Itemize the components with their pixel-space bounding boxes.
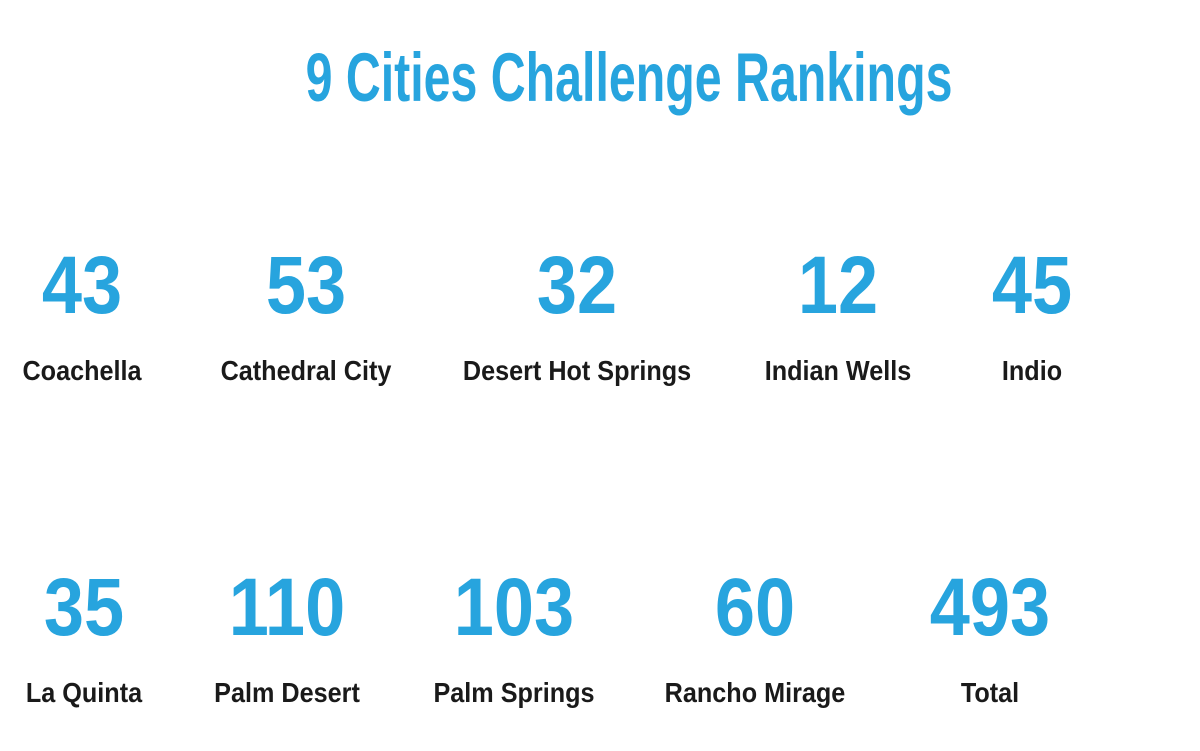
page-title: 9 Cities Challenge Rankings — [305, 39, 953, 116]
stat-label-indian-wells: Indian Wells — [764, 355, 912, 386]
stat-label-total: Total — [960, 677, 1020, 708]
stat-cell-indian-wells: 12 Indian Wells — [757, 245, 920, 385]
stat-cell-total: 493 Total — [922, 567, 1059, 707]
stat-value-indio: 45 — [991, 240, 1073, 331]
stat-cell-palm-desert: 110 Palm Desert — [206, 567, 368, 707]
stat-value-cathedral-city: 53 — [265, 240, 347, 331]
stat-value-indian-wells: 12 — [797, 240, 879, 331]
stat-label-palm-desert: Palm Desert — [214, 677, 360, 708]
stat-value-rancho-mirage: 60 — [714, 562, 796, 653]
stat-cell-desert-hot-springs: 32 Desert Hot Springs — [450, 245, 704, 385]
stat-label-coachella: Coachella — [22, 355, 142, 386]
stat-cell-cathedral-city: 53 Cathedral City — [211, 245, 401, 385]
stat-label-rancho-mirage: Rancho Mirage — [664, 677, 846, 708]
stat-value-la-quinta: 35 — [43, 562, 125, 653]
stat-label-cathedral-city: Cathedral City — [220, 355, 392, 386]
stat-label-la-quinta: La Quinta — [25, 677, 143, 708]
stat-label-indio: Indio — [1001, 355, 1063, 386]
stat-cell-coachella: 43 Coachella — [16, 245, 148, 385]
stat-cell-rancho-mirage: 60 Rancho Mirage — [655, 567, 856, 707]
stat-cell-palm-springs: 103 Palm Springs — [425, 567, 604, 707]
stat-label-palm-springs: Palm Springs — [433, 677, 595, 708]
stat-cell-la-quinta: 35 La Quinta — [19, 567, 148, 707]
stat-label-desert-hot-springs: Desert Hot Springs — [462, 355, 692, 386]
stat-value-coachella: 43 — [41, 240, 123, 331]
stat-value-total: 493 — [929, 562, 1051, 653]
stat-cell-indio: 45 Indio — [986, 245, 1077, 385]
stat-value-desert-hot-springs: 32 — [536, 240, 618, 331]
stat-value-palm-springs: 103 — [453, 562, 575, 653]
stat-value-palm-desert: 110 — [228, 562, 346, 653]
